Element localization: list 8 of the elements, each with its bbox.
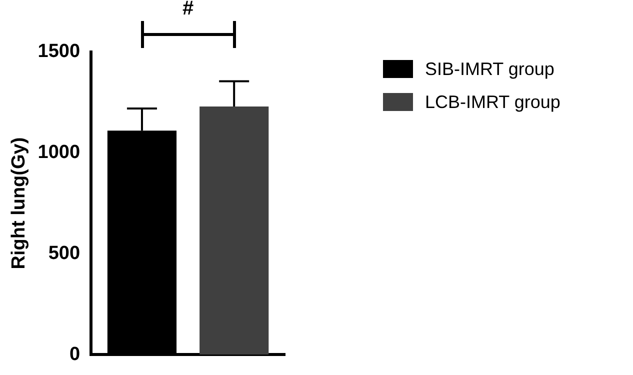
y-tick-label: 0 [69,344,80,365]
y-axis-title: Right lung(Gy) [8,137,30,270]
text: # [182,0,194,20]
y-tick-label: 500 [48,242,80,264]
y-tick-label: 1500 [38,41,80,62]
legend-label: SIB-IMRT group [425,58,554,80]
legend-label: LCB-IMRT group [425,92,560,112]
y-tick-label: 1000 [38,142,80,164]
